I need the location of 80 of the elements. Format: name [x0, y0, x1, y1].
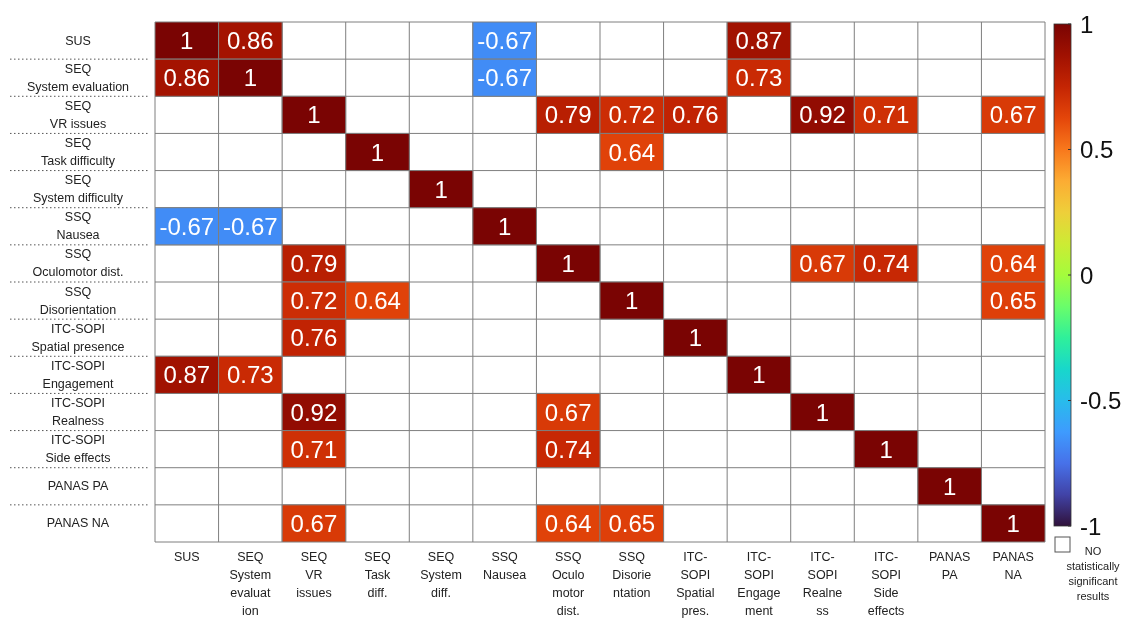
x-tick-label: ITC- SOPI Side effects	[867, 550, 905, 618]
x-tick-label: PANAS NA	[992, 550, 1034, 582]
data-label: 0.65	[989, 287, 1037, 315]
data-label: 0.92	[290, 398, 338, 426]
data-label: 1	[625, 287, 639, 315]
data-label: 0.64	[608, 138, 656, 166]
data-label: -0.67	[477, 27, 532, 55]
y-tick-label: PANAS NA	[46, 516, 110, 531]
data-label: 0.64	[989, 249, 1037, 277]
text: NO statistically significant results	[1066, 545, 1121, 602]
data-label: 0.67	[544, 398, 592, 426]
data-label: 0.65	[608, 509, 656, 537]
data-label: 1	[497, 212, 512, 240]
data-label: 0.74	[862, 249, 910, 277]
x-tick-label: ITC- SOPI Engage ment	[737, 550, 781, 618]
data-label: 0.72	[290, 287, 338, 315]
data-label: 0.86	[163, 64, 211, 92]
y-tick-label: ITC-SOPI Spatial presence	[31, 321, 125, 354]
x-tick-label: SEQ Task diff.	[364, 550, 392, 600]
y-tick-label: ITC-SOPI Side effects	[45, 433, 111, 466]
color-bar-label: 1	[1080, 10, 1094, 38]
x-tick-label: PANAS PA	[928, 550, 971, 582]
data-label: 0.87	[163, 361, 211, 389]
y-tick-label: SEQ System evaluation	[26, 61, 130, 94]
data-label: 0.86	[227, 27, 274, 55]
color-bar-label: 0.5	[1080, 136, 1114, 163]
data-label: 0.67	[799, 249, 846, 277]
data-label: 0.72	[608, 101, 656, 129]
data-label: 0.79	[290, 249, 338, 277]
data-label: -0.67	[223, 212, 278, 240]
y-tick-label: SSQ Nausea	[56, 210, 100, 243]
data-label: -0.67	[159, 212, 215, 240]
x-tick-label: SEQ System diff.	[420, 550, 462, 600]
y-tick-label: SSQ Disorientation	[39, 284, 117, 317]
data-label: 0.71	[862, 101, 910, 129]
x-tick-label: SSQ Disorie ntation	[612, 550, 652, 600]
data-label: 1	[815, 398, 830, 426]
data-label: 0.76	[290, 324, 338, 352]
data-label: 1	[307, 101, 321, 129]
data-label: 0.71	[290, 435, 338, 463]
x-tick-label: SSQ Oculo motor dist.	[551, 550, 585, 618]
data-label: 0.64	[544, 509, 592, 537]
x-tick-label: SUS	[173, 550, 200, 564]
data-label: 1	[1006, 509, 1020, 537]
data-label: 1	[370, 138, 385, 166]
data-label: 0.67	[989, 101, 1037, 129]
data-label: 1	[243, 64, 258, 92]
data-label: 0.67	[290, 509, 338, 537]
data-label: 0.87	[735, 27, 783, 55]
x-tick-label: ITC- SOPI Realne ss	[802, 550, 843, 618]
data-label: 0.73	[227, 361, 274, 389]
data-label: 1	[561, 249, 575, 277]
y-tick-label: SEQ Task difficulty	[40, 136, 116, 168]
data-label: 1	[752, 361, 766, 389]
color-bar-label: -0.5	[1080, 387, 1122, 414]
data-label: 0.92	[799, 101, 846, 129]
y-tick-label: PANAS PA	[47, 479, 109, 494]
data-label: 1	[942, 472, 957, 500]
data-label: 0.74	[544, 435, 592, 463]
data-label: 0.64	[354, 287, 401, 315]
y-tick-label: ITC-SOPI Realness	[50, 396, 106, 428]
data-label: 0.73	[735, 64, 783, 92]
y-tick-label: SEQ VR issues	[49, 98, 107, 131]
y-tick-label: SSQ Oculomotor dist.	[32, 247, 124, 280]
data-label: 1	[180, 27, 194, 55]
x-tick-label: ITC- SOPI Spatial pres.	[676, 550, 715, 618]
color-bar-label: 0	[1080, 261, 1094, 289]
data-label: 1	[434, 175, 448, 203]
x-tick-label: SEQ VR issues	[296, 550, 332, 600]
color-bar-label: -1	[1080, 512, 1102, 540]
y-tick-label: ITC-SOPI Engagement	[42, 358, 114, 391]
x-tick-label: SEQ System evaluat ion	[229, 550, 272, 618]
x-tick-label: SSQ Nausea	[483, 550, 527, 582]
data-label: 0.79	[544, 101, 592, 129]
data-label: 1	[879, 435, 893, 463]
data-label: 0.76	[672, 101, 719, 129]
data-label: 1	[688, 324, 703, 352]
y-tick-label: SUS	[65, 33, 91, 48]
data-label: -0.67	[477, 64, 532, 92]
y-tick-label: SEQ System difficulty	[32, 173, 124, 206]
